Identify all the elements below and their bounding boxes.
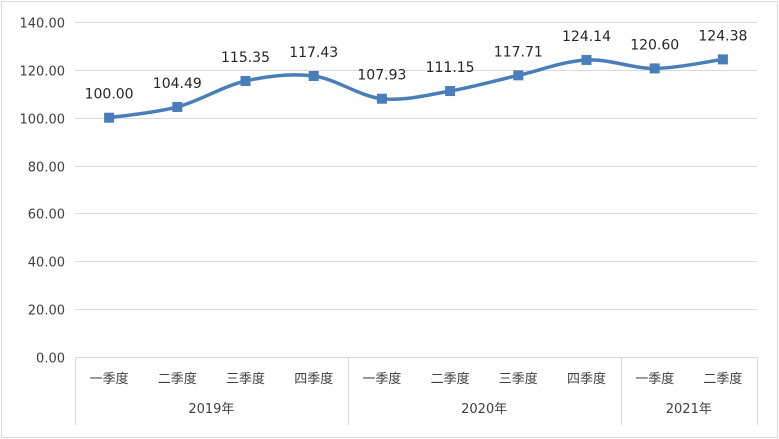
data-point-marker [240, 75, 251, 86]
data-point-marker [581, 54, 592, 65]
gridlines [75, 22, 757, 310]
data-point-marker [308, 71, 319, 82]
x-tick-label: 二季度 [703, 371, 742, 387]
data-point-marker [649, 63, 660, 74]
y-tick-label: 140.00 [20, 17, 66, 32]
series [104, 54, 728, 123]
data-label: 107.93 [357, 68, 406, 84]
data-point-marker [513, 70, 524, 81]
y-tick-label: 100.00 [20, 113, 66, 128]
x-tick-label: 三季度 [226, 371, 265, 387]
data-label: 117.71 [494, 44, 543, 60]
data-point-marker [172, 101, 183, 112]
x-tick-label: 一季度 [635, 371, 674, 387]
data-label: 100.00 [85, 87, 134, 103]
data-label: 115.35 [221, 50, 270, 66]
y-tick-label: 40.00 [28, 256, 65, 271]
x-tick-label: 一季度 [90, 371, 129, 387]
data-label: 117.43 [289, 45, 338, 61]
x-tick-label: 二季度 [431, 371, 470, 387]
x-tick-label: 二季度 [158, 371, 197, 387]
data-label: 104.49 [153, 76, 202, 92]
y-tick-label: 60.00 [28, 208, 65, 223]
x-group-label: 2021年 [666, 402, 712, 417]
axes: 0.00 20.00 40.00 60.00 80.00 100.00 120.00 140.… [20, 17, 758, 425]
data-label: 124.38 [698, 28, 747, 44]
x-group-label: 2019年 [188, 402, 234, 417]
data-point-marker [445, 86, 456, 97]
y-tick-label: 20.00 [28, 304, 65, 319]
data-point-marker [717, 54, 728, 65]
series-line [107, 57, 725, 120]
data-point-marker [104, 112, 115, 123]
x-group-label: 2020年 [461, 402, 507, 417]
x-tick-label: 一季度 [362, 371, 401, 387]
data-labels: 100.00 104.49 115.35 117.43 107.93 111.15 117.… [85, 28, 748, 102]
x-tick-label: 四季度 [567, 371, 606, 387]
data-point-marker [376, 93, 387, 104]
data-label: 120.60 [630, 37, 679, 53]
x-tick-label: 三季度 [499, 371, 538, 387]
data-label: 124.14 [562, 29, 611, 45]
y-tick-label: 0.00 [36, 352, 65, 367]
data-label: 111.15 [426, 60, 475, 76]
y-tick-label: 80.00 [28, 161, 65, 176]
x-tick-label: 四季度 [294, 371, 333, 387]
y-tick-label: 120.00 [20, 65, 66, 80]
